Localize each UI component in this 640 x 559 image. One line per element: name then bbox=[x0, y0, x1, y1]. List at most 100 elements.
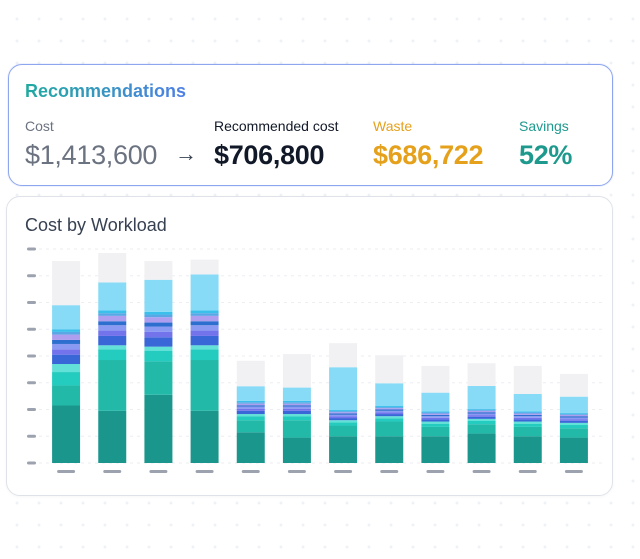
bar-segment[interactable] bbox=[144, 346, 173, 351]
bar-segment[interactable] bbox=[282, 410, 311, 415]
bar-segment[interactable] bbox=[144, 261, 173, 280]
bar-segment[interactable] bbox=[513, 419, 542, 422]
bar-segment[interactable] bbox=[329, 418, 358, 421]
bar-segment[interactable] bbox=[190, 313, 219, 316]
bar-segment[interactable] bbox=[375, 416, 404, 419]
bar-segment[interactable] bbox=[329, 425, 358, 437]
bar-segment[interactable] bbox=[52, 354, 81, 365]
bar-segment[interactable] bbox=[513, 393, 542, 412]
bar-segment[interactable] bbox=[236, 406, 265, 409]
bar-segment[interactable] bbox=[467, 410, 496, 413]
bar-segment[interactable] bbox=[52, 331, 81, 335]
bar-segment[interactable] bbox=[98, 310, 127, 314]
bar-segment[interactable] bbox=[98, 325, 127, 331]
bar-segment[interactable] bbox=[421, 421, 450, 424]
bar-segment[interactable] bbox=[329, 411, 358, 413]
bar-segment[interactable] bbox=[282, 437, 311, 463]
bar-segment[interactable] bbox=[467, 363, 496, 386]
bar-segment[interactable] bbox=[375, 355, 404, 384]
bar-segment[interactable] bbox=[329, 367, 358, 411]
bar-segment[interactable] bbox=[236, 414, 265, 417]
bar-segment[interactable] bbox=[98, 345, 127, 350]
bar-segment[interactable] bbox=[329, 422, 358, 426]
bar-segment[interactable] bbox=[98, 330, 127, 336]
bar-segment[interactable] bbox=[559, 422, 588, 426]
bar-segment[interactable] bbox=[52, 334, 81, 340]
bar-segment[interactable] bbox=[98, 321, 127, 326]
bar-segment[interactable] bbox=[513, 414, 542, 417]
bar-segment[interactable] bbox=[375, 383, 404, 407]
bar-segment[interactable] bbox=[52, 261, 81, 306]
bar-segment[interactable] bbox=[467, 409, 496, 411]
bar-segment[interactable] bbox=[144, 350, 173, 362]
bar-segment[interactable] bbox=[98, 282, 127, 311]
bar-segment[interactable] bbox=[375, 409, 404, 411]
bar-segment[interactable] bbox=[329, 413, 358, 415]
bar-segment[interactable] bbox=[144, 311, 173, 315]
bar-segment[interactable] bbox=[375, 408, 404, 410]
bar-segment[interactable] bbox=[190, 310, 219, 314]
bar-segment[interactable] bbox=[282, 408, 311, 411]
bar-segment[interactable] bbox=[282, 416, 311, 421]
bar-segment[interactable] bbox=[98, 335, 127, 346]
bar-segment[interactable] bbox=[375, 407, 404, 409]
bar-segment[interactable] bbox=[467, 416, 496, 419]
bar-segment[interactable] bbox=[236, 420, 265, 433]
bar-segment[interactable] bbox=[421, 392, 450, 412]
bar-segment[interactable] bbox=[190, 315, 219, 322]
bar-segment[interactable] bbox=[467, 433, 496, 463]
bar-segment[interactable] bbox=[559, 416, 588, 418]
bar-segment[interactable] bbox=[190, 321, 219, 326]
bar-segment[interactable] bbox=[559, 373, 588, 397]
bar-segment[interactable] bbox=[144, 361, 173, 395]
bar-segment[interactable] bbox=[559, 428, 588, 438]
bar-segment[interactable] bbox=[375, 410, 404, 413]
bar-segment[interactable] bbox=[421, 436, 450, 463]
bar-segment[interactable] bbox=[467, 415, 496, 417]
bar-segment[interactable] bbox=[375, 421, 404, 437]
bar-segment[interactable] bbox=[190, 360, 219, 411]
bar-segment[interactable] bbox=[513, 426, 542, 437]
bar-segment[interactable] bbox=[421, 365, 450, 393]
bar-segment[interactable] bbox=[98, 253, 127, 283]
bar-segment[interactable] bbox=[282, 403, 311, 406]
bar-segment[interactable] bbox=[513, 436, 542, 463]
bar-segment[interactable] bbox=[282, 402, 311, 404]
bar-segment[interactable] bbox=[98, 313, 127, 316]
bar-segment[interactable] bbox=[329, 412, 358, 414]
bar-segment[interactable] bbox=[421, 414, 450, 417]
bar-segment[interactable] bbox=[513, 416, 542, 418]
bar-segment[interactable] bbox=[282, 414, 311, 417]
bar-segment[interactable] bbox=[144, 322, 173, 327]
bar-segment[interactable] bbox=[52, 343, 81, 350]
bar-segment[interactable] bbox=[98, 349, 127, 361]
bar-segment[interactable] bbox=[421, 426, 450, 437]
bar-segment[interactable] bbox=[421, 411, 450, 413]
bar-segment[interactable] bbox=[144, 317, 173, 323]
bar-segment[interactable] bbox=[559, 419, 588, 421]
bar-segment[interactable] bbox=[144, 314, 173, 318]
bar-segment[interactable] bbox=[236, 405, 265, 407]
bar-segment[interactable] bbox=[329, 343, 358, 368]
bar-segment[interactable] bbox=[190, 325, 219, 331]
bar-segment[interactable] bbox=[144, 326, 173, 332]
bar-segment[interactable] bbox=[329, 436, 358, 463]
bar-segment[interactable] bbox=[559, 414, 588, 417]
bar-segment[interactable] bbox=[329, 416, 358, 419]
bar-segment[interactable] bbox=[513, 423, 542, 427]
bar-segment[interactable] bbox=[329, 410, 358, 412]
bar-segment[interactable] bbox=[236, 432, 265, 463]
bar-segment[interactable] bbox=[52, 339, 81, 344]
bar-segment[interactable] bbox=[190, 349, 219, 361]
bar-segment[interactable] bbox=[421, 413, 450, 415]
bar-segment[interactable] bbox=[52, 405, 81, 463]
bar-segment[interactable] bbox=[144, 394, 173, 463]
bar-segment[interactable] bbox=[421, 419, 450, 422]
bar-segment[interactable] bbox=[282, 420, 311, 438]
bar-segment[interactable] bbox=[513, 412, 542, 414]
bar-segment[interactable] bbox=[282, 387, 311, 401]
bar-segment[interactable] bbox=[513, 411, 542, 413]
bar-segment[interactable] bbox=[375, 436, 404, 463]
bar-segment[interactable] bbox=[98, 360, 127, 411]
bar-segment[interactable] bbox=[375, 414, 404, 417]
